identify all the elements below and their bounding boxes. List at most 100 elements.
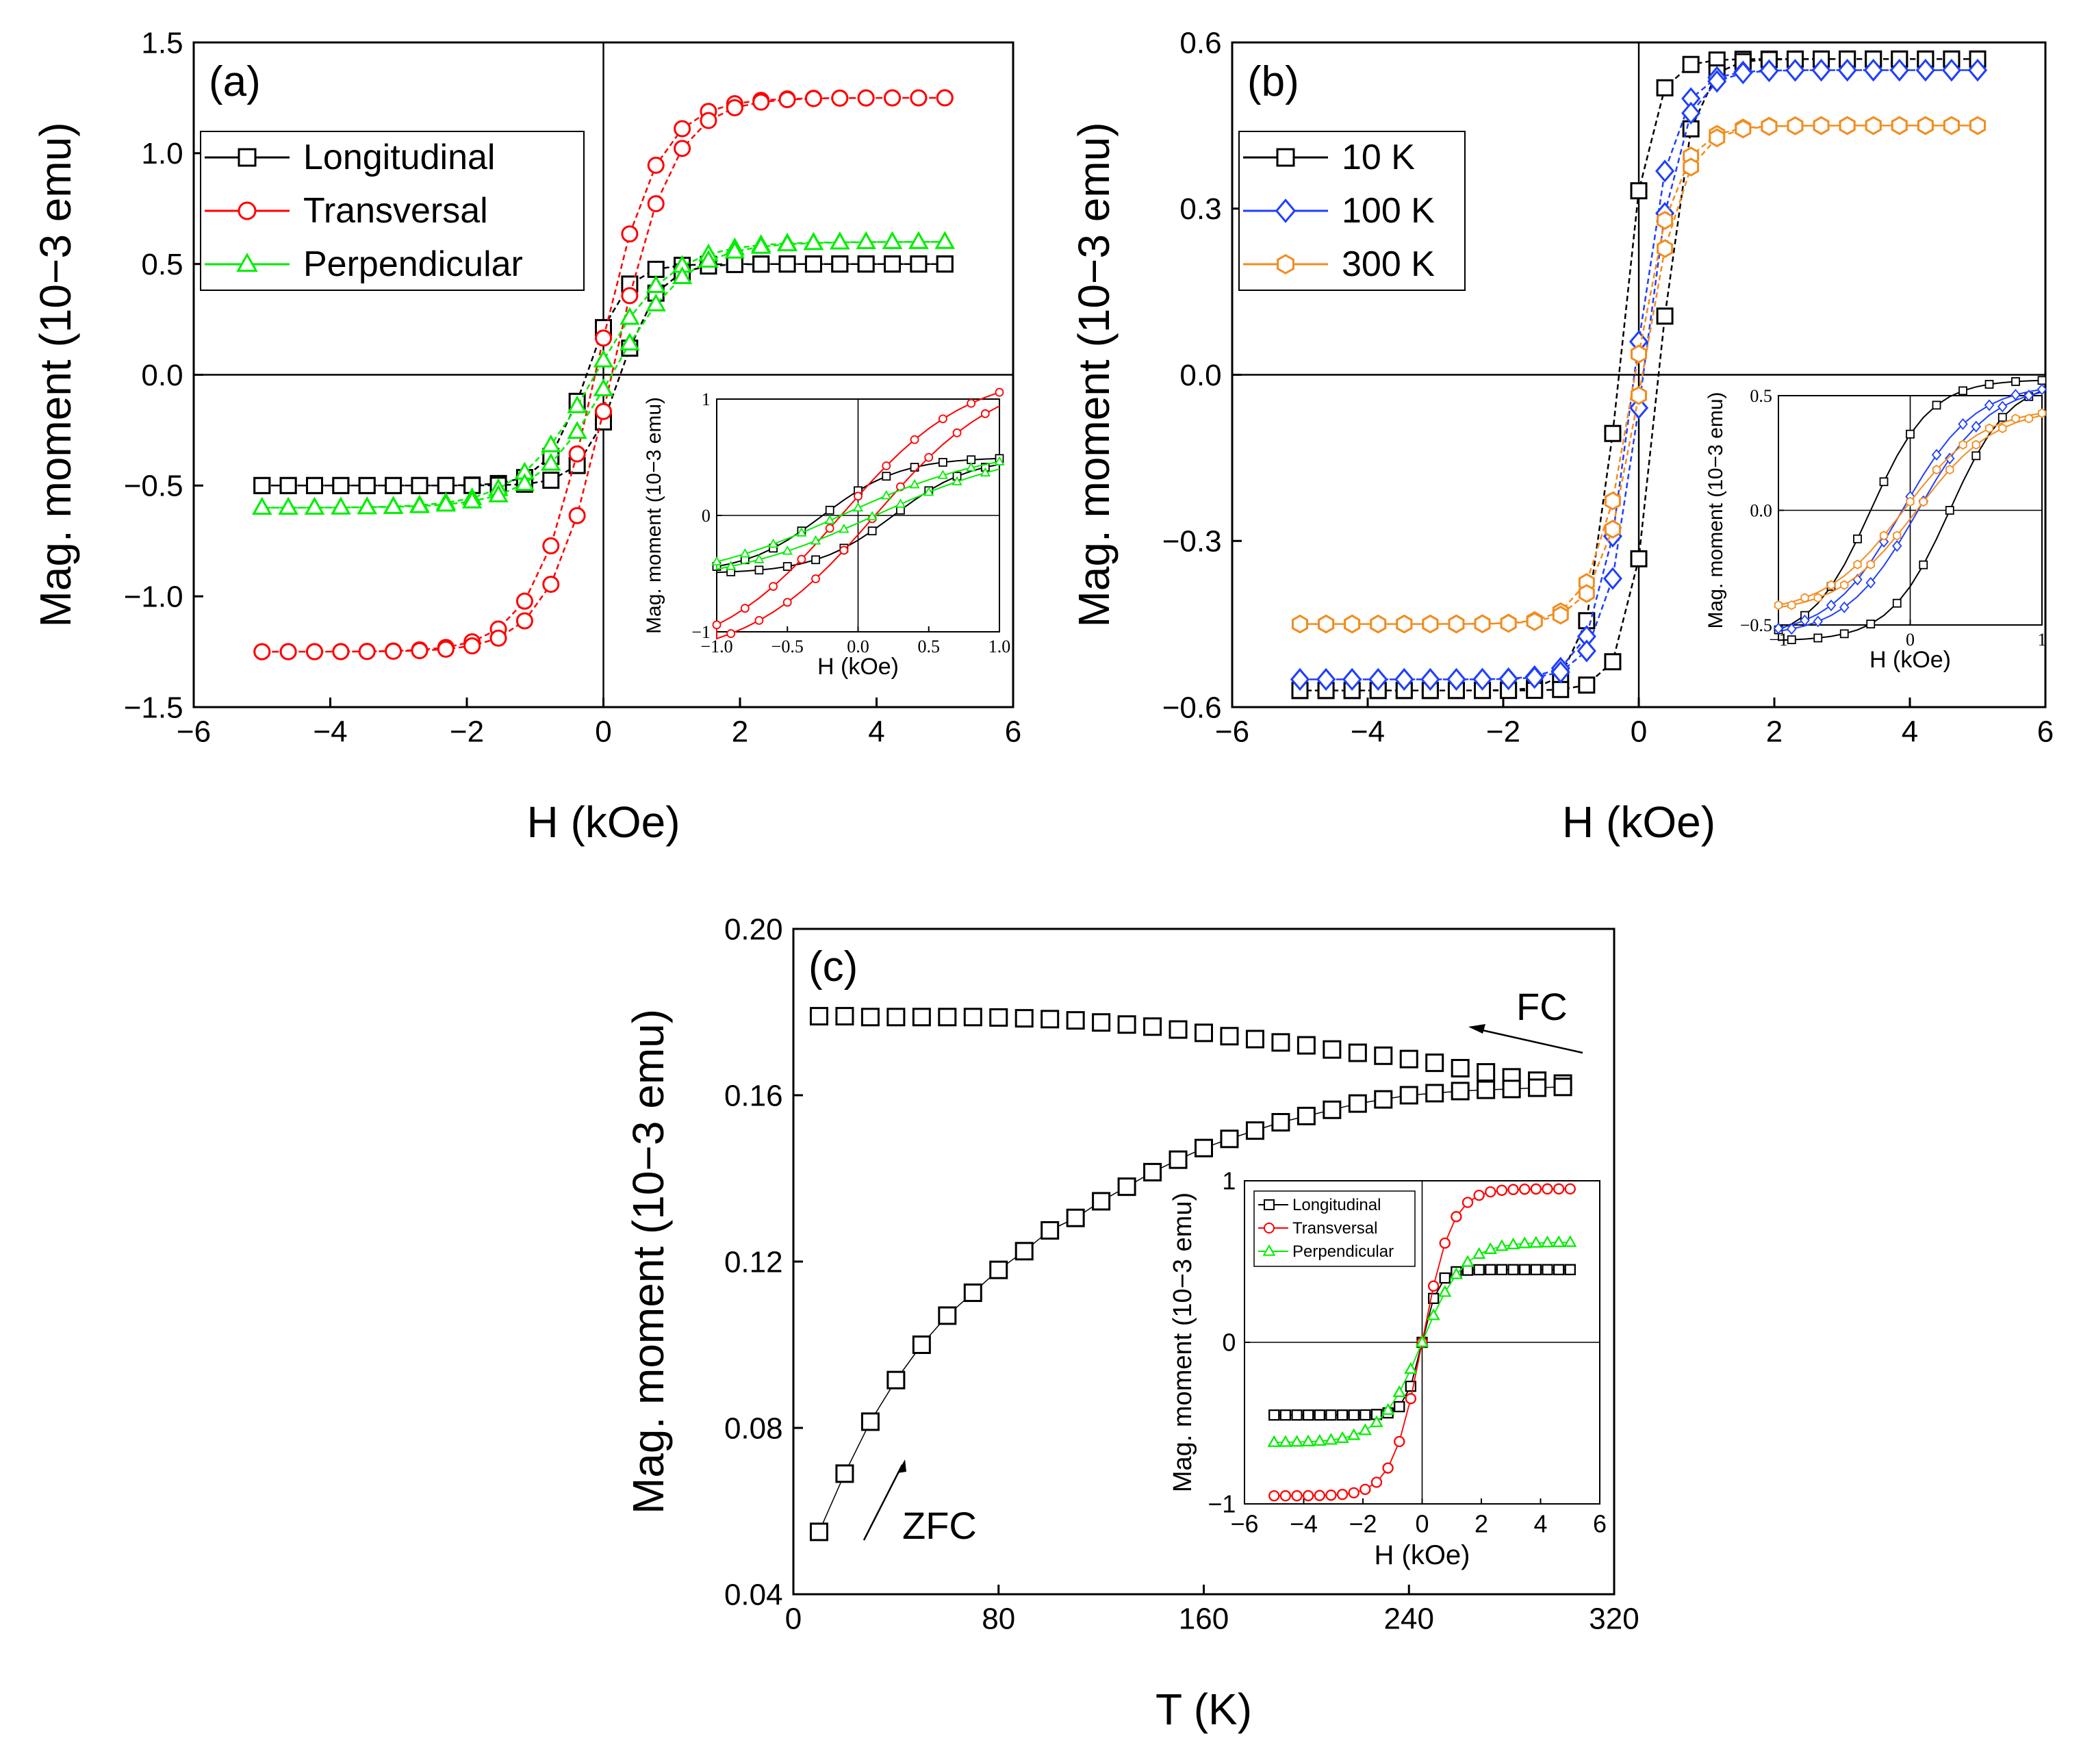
panel-c-inset-data-point [1381,1403,1395,1415]
panel-a-data-point [305,476,323,494]
panel-a-inset-data-point [797,554,806,564]
panel-a-x-axis-label: H (kOe) [527,797,680,847]
panel-c-data-point [1117,1177,1136,1197]
panel-b-data-point [1292,614,1308,634]
panel-c-zfc-arrow [863,1464,904,1541]
panel-a-data-point [908,231,929,249]
panel-c-inset-data-point [1370,1477,1383,1488]
panel-c-inset-data-point [1483,1242,1497,1254]
panel-c-inset-data-point [1336,1431,1349,1443]
panel-b-data-point [1865,116,1882,136]
panel-c-inset-data-point [1472,1247,1486,1260]
panel-a-inset-x-label: H (kOe) [817,654,899,680]
panel-c-y-tick-label: 0.12 [724,1245,783,1279]
panel-a-data-point [411,476,429,494]
panel-c-data-point [1348,1043,1367,1062]
panel-c-inset-x-tick-label: 0 [1415,1509,1429,1537]
panel-c-inset-data-point [1439,1237,1451,1249]
panel-a-data-point [252,496,272,515]
panel-c-inset-legend-label-0: Longitudinal [1292,1196,1381,1214]
panel-c-data-point [860,1008,880,1027]
panel-a-data-point [646,274,666,293]
panel-b-inset-data-point [2010,389,2021,401]
panel-a-legend: Longitudinal Transversal Perpendicular [200,131,585,291]
panel-a-inset-data-point [980,467,991,477]
panel-a-data-point [489,629,507,647]
panel-a-inset-y-label: Mag. moment (10−3 emu) [643,397,665,634]
panel-b-inset-data-point [1997,400,2008,413]
panel-a-data-point [305,643,323,661]
panel-a-inset-data-point [854,491,863,501]
panel-c-y-tick-label: 0.16 [724,1079,783,1112]
panel-a-inset-data-point [994,456,1005,465]
panel-c-series-zfc [809,1077,1572,1542]
panel-a-data-point [752,93,770,111]
panel-b-data-point [1813,116,1830,136]
panel-b-inset-data-point [1945,506,1954,515]
panel-a-data-point [568,507,586,524]
panel-b-inset-y-tick-label: −0.5 [1740,615,1772,635]
panel-b-inset-data-point [1919,496,1928,507]
panel-a-data-point [409,495,430,513]
panel-a-inset-data-point [939,457,947,467]
panel-b-x-axis-label: H (kOe) [1562,797,1715,847]
panel-c-inset-data-point [1359,1409,1371,1421]
panel-c-inset-y-tick-label: 0 [1222,1329,1236,1357]
panel-c-data-point [809,1522,828,1542]
panel-c-inset-data-point [1530,1183,1542,1195]
panel-b-data-point [1785,59,1805,82]
panel-a-data-point [514,473,535,491]
panel-b-legend-marker [1277,254,1294,274]
panel-c-inset-data-point [1291,1409,1303,1421]
panel-c-inset-data-point [1461,1197,1474,1208]
panel-b-data-point [1550,661,1570,684]
panel-a-inset-data-point [754,565,764,575]
panel-c-inset-data-point [1336,1409,1349,1421]
panel-a-inset-data-point [782,562,792,571]
panel-c-inset-data-point [1485,1186,1496,1198]
panel-c-y-tick-label: 0.20 [724,912,783,946]
panel-a-inset-data-point [796,527,807,537]
panel-c-x-tick-label: 160 [1179,1602,1229,1636]
panel-c-inset-legend-label-2: Perpendicular [1292,1242,1394,1261]
panel-b-data-point [1578,676,1596,694]
panel-a-inset-data-point [939,414,947,424]
panel-a-inset-data-point [910,435,919,444]
panel-a-inset-data-point [811,574,820,583]
panel-c-data-point [1399,1049,1418,1069]
panel-a-data-point [437,476,455,494]
panel-a-inset-data-point [739,548,750,558]
panel-b-data-point [1759,59,1779,83]
panel-c-data-point [1245,1121,1264,1140]
panel-c-inset-data-point [1449,1267,1463,1279]
panel-a-data-point [463,637,481,655]
panel-c-inset-x-tick-label: 2 [1474,1509,1488,1537]
panel-b-y-tick-label: −0.3 [1162,525,1222,559]
panel-a-data-point [595,402,612,420]
panel-a-inset-data-point [924,452,934,462]
panel-c-inset-data-point [1394,1435,1405,1448]
panel-b-data-point [1422,614,1439,634]
panel-c-inset-data-point [1358,1423,1372,1435]
panel-a-series-markers-2 [252,231,955,515]
panel-b-x-tick-label: −4 [1351,715,1385,749]
panel-c-inset-data-point [1530,1264,1542,1275]
panel-b-data-point [1733,61,1753,85]
panel-b-inset-data-point [1892,598,1902,608]
panel-c-inset-data-point [1529,1236,1543,1248]
panel-c-data-point [1323,1100,1342,1119]
panel-a-inset-data-point [967,398,976,408]
panel-c-inset-data-point [1314,1490,1325,1501]
panel-c-inset-data-point [1313,1433,1327,1446]
panel-a-inset-y-tick-label: −1 [691,622,711,642]
panel-b-panel-label: (b) [1247,58,1299,105]
panel-c-inset-data-point [1461,1255,1474,1267]
panel-b-data-point [1811,58,1831,82]
panel-a-x-tick-label: 0 [595,715,611,749]
panel-c-inset-data-point [1301,1434,1315,1446]
panel-c-inset-data-point [1519,1184,1531,1195]
panel-a-data-point [752,255,770,273]
panel-c-data-point [963,1008,982,1027]
panel-a-panel-label: (a) [209,58,261,105]
panel-a-inset-y-tick-label: 0 [702,506,711,526]
